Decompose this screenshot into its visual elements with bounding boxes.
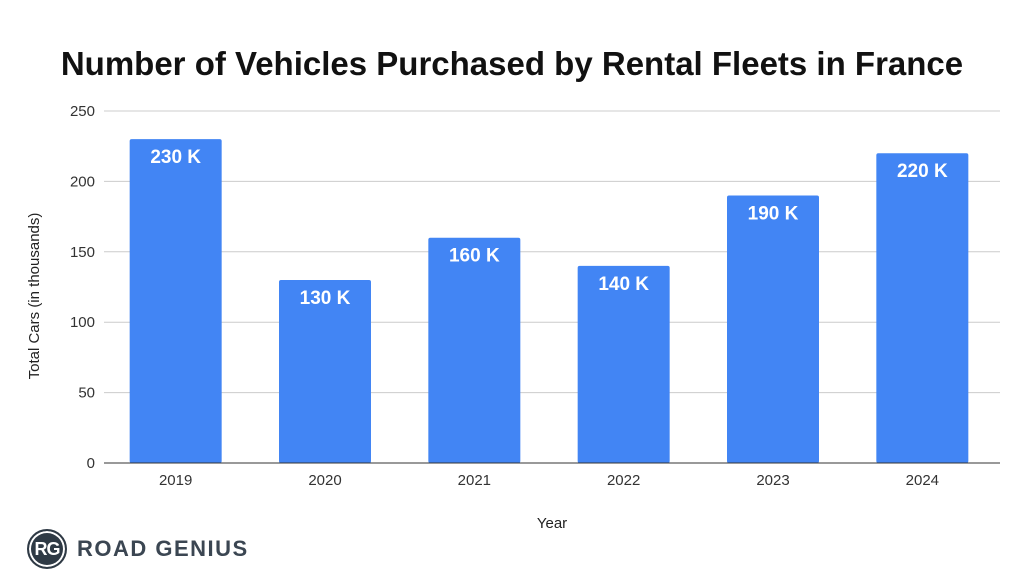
x-tick-label: 2024 [906, 472, 939, 489]
bar-data-label: 190 K [748, 203, 799, 224]
x-tick-label: 2021 [458, 472, 491, 489]
y-tick-label: 100 [70, 314, 95, 331]
x-tick-label: 2023 [756, 472, 789, 489]
bar [577, 265, 670, 463]
bars: 230 K 130 K 160 K 140 K 190 K 220 K [129, 139, 969, 464]
brand-logo: RG ROAD GENIUS [27, 529, 249, 569]
y-tick-label: 150 [70, 244, 95, 261]
bar [428, 237, 521, 463]
brand-name: ROAD GENIUS [77, 536, 249, 561]
x-axis-ticks: 2019 2020 2021 2022 2023 2024 [159, 472, 939, 489]
bar-data-label: 230 K [150, 147, 201, 168]
brand-badge: RG [27, 529, 67, 569]
bar [129, 139, 222, 463]
bar [279, 279, 371, 463]
x-tick-label: 2020 [308, 472, 341, 489]
bar-data-label: 160 K [449, 246, 500, 267]
y-axis-ticks: 0 50 100 150 200 250 [70, 103, 95, 472]
x-tick-label: 2022 [607, 472, 640, 489]
y-tick-label: 50 [78, 385, 95, 402]
bar [876, 153, 969, 464]
bar-data-label: 130 K [300, 288, 351, 309]
y-axis-title: Total Cars (in thousands) [26, 213, 43, 380]
gridlines [104, 110, 1000, 394]
y-tick-label: 200 [70, 173, 95, 190]
bar [727, 195, 819, 464]
y-tick-label: 0 [87, 455, 95, 472]
x-axis-title: Year [537, 515, 567, 532]
bar-data-label: 140 K [598, 274, 649, 295]
y-tick-label: 250 [70, 103, 95, 120]
x-tick-label: 2019 [159, 472, 192, 489]
bar-data-label: 220 K [897, 161, 948, 182]
chart-title: Number of Vehicles Purchased by Rental F… [60, 45, 964, 82]
